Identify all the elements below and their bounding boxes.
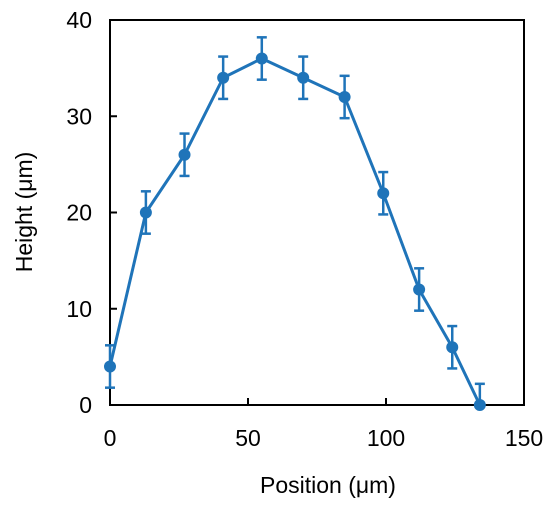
x-tick-label: 150 bbox=[505, 425, 543, 451]
data-point bbox=[217, 71, 230, 84]
data-point bbox=[377, 187, 390, 200]
y-tick-label: 10 bbox=[66, 296, 92, 322]
data-point bbox=[446, 341, 459, 354]
data-point bbox=[139, 206, 152, 219]
series-layer bbox=[104, 36, 486, 411]
y-axis-label: Height (μm) bbox=[11, 152, 37, 273]
data-point bbox=[413, 283, 426, 296]
x-tick-label: 50 bbox=[235, 425, 261, 451]
y-tick-label: 30 bbox=[66, 103, 92, 129]
y-tick-label: 20 bbox=[66, 200, 92, 226]
series-line bbox=[108, 57, 482, 406]
plot-area-frame bbox=[109, 19, 525, 406]
y-tick-label: 0 bbox=[79, 392, 92, 418]
x-tick-label: 100 bbox=[367, 425, 405, 451]
x-axis-label: Position (μm) bbox=[260, 472, 396, 498]
ticks-layer: 0 50 100 150 0 10 20 30 40 bbox=[66, 7, 543, 451]
data-point bbox=[178, 148, 191, 161]
data-point bbox=[338, 91, 351, 103]
x-tick-label: 0 bbox=[104, 425, 117, 451]
data-point bbox=[473, 399, 486, 411]
y-tick-label: 40 bbox=[66, 7, 92, 33]
data-point bbox=[104, 360, 116, 373]
data-point bbox=[297, 71, 310, 84]
data-point bbox=[255, 52, 268, 65]
